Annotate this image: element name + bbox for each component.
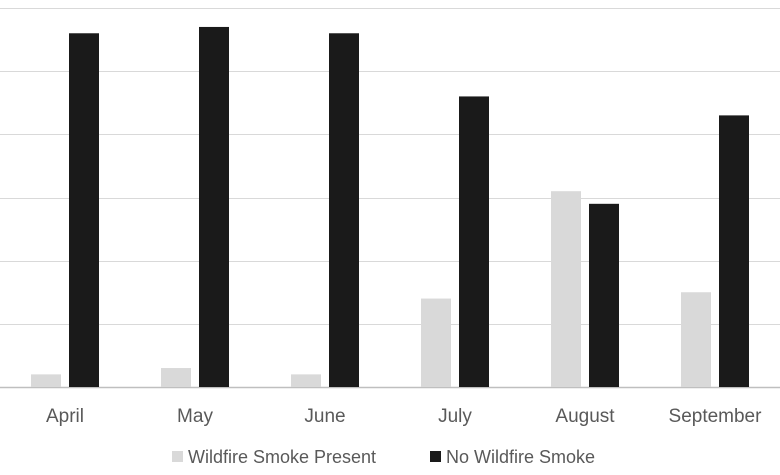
- bar-no-smoke: [69, 33, 99, 388]
- bar-no-smoke: [329, 33, 359, 388]
- gridlines: [0, 8, 780, 389]
- bar-smoke-present: [161, 368, 191, 387]
- bar-no-smoke: [199, 26, 229, 387]
- bar-smoke-present: [31, 374, 61, 387]
- bar-smoke-present: [551, 191, 581, 387]
- bar-smoke-present: [681, 292, 711, 387]
- x-axis-labels: April May June July August September: [46, 406, 762, 427]
- bar-smoke-present: [291, 374, 321, 387]
- legend-swatch: [172, 451, 183, 462]
- legend-label: Wildfire Smoke Present: [188, 447, 376, 467]
- bar-smoke-present: [421, 298, 451, 387]
- x-tick-label: July: [438, 406, 472, 427]
- x-tick-label: August: [555, 406, 615, 427]
- x-tick-label: September: [669, 406, 763, 427]
- bar-no-smoke: [589, 203, 619, 387]
- legend: Wildfire Smoke Present No Wildfire Smoke: [172, 447, 595, 467]
- legend-swatch: [430, 451, 441, 462]
- legend-label: No Wildfire Smoke: [446, 447, 595, 467]
- bar-no-smoke: [459, 96, 489, 387]
- bar-no-smoke: [719, 115, 749, 387]
- x-tick-label: June: [304, 406, 345, 427]
- bars: [31, 26, 749, 388]
- x-tick-label: May: [177, 406, 213, 427]
- x-tick-label: April: [46, 406, 84, 427]
